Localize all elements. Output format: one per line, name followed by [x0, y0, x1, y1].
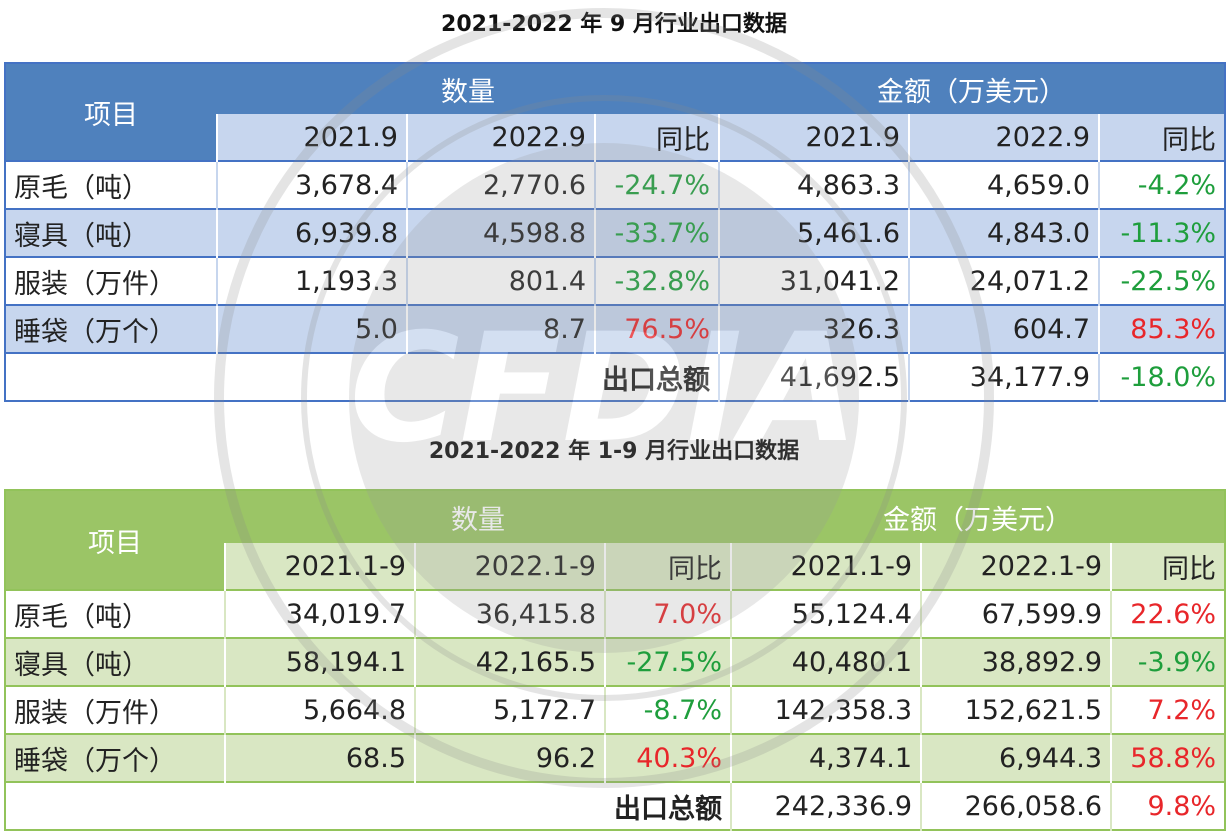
- subheader-amt-yoy: 同比: [1110, 543, 1226, 590]
- row-label: 原毛（吨）: [5, 589, 225, 638]
- cell-amt-2021: 40,480.1: [730, 637, 922, 686]
- total-label: 出口总额: [5, 781, 732, 830]
- subheader-qty-2021: 2021.1-9: [224, 543, 415, 590]
- cell-qty-2021: 34,019.7: [224, 589, 415, 638]
- cell-amt-yoy: 58.8%: [1110, 733, 1226, 782]
- cell-amt-2022: 24,071.2: [908, 256, 1100, 305]
- item-header: 项目: [5, 63, 217, 161]
- cell-qty-yoy: -27.5%: [603, 637, 732, 686]
- subheader-amt-yoy: 同比: [1098, 114, 1226, 161]
- row-label: 服装（万件）: [5, 685, 225, 734]
- cell-amt-2022: 6,944.3: [920, 733, 1112, 782]
- total-amt-yoy: -18.0%: [1098, 352, 1226, 401]
- cell-qty-2021: 58,194.1: [224, 637, 415, 686]
- row-label: 睡袋（万个）: [5, 733, 225, 782]
- table-row: 原毛（吨） 3,678.4 2,770.6 -24.7% 4,863.3 4,6…: [5, 160, 1226, 209]
- cell-amt-2021: 5,461.6: [718, 208, 910, 257]
- cell-qty-2022: 36,415.8: [414, 589, 605, 638]
- table-row: 睡袋（万个） 68.5 96.2 40.3% 4,374.1 6,944.3 5…: [5, 733, 1226, 782]
- row-label: 原毛（吨）: [5, 160, 217, 209]
- cell-qty-2021: 3,678.4: [216, 160, 407, 209]
- table-row: 服装（万件） 5,664.8 5,172.7 -8.7% 142,358.3 1…: [5, 685, 1226, 734]
- subheader-amt-2022: 2022.1-9: [920, 543, 1112, 590]
- quantity-header: 数量: [217, 63, 720, 114]
- ytd-export-table: 项目 数量 金额（万美元） 2021.1-9 2022.1-9 同比 2021.…: [4, 489, 1227, 831]
- subheader-qty-2022: 2022.1-9: [414, 543, 605, 590]
- cell-qty-yoy: -32.8%: [593, 256, 720, 305]
- cell-amt-yoy: -11.3%: [1098, 208, 1226, 257]
- item-header: 项目: [5, 490, 225, 590]
- cell-amt-2021: 55,124.4: [730, 589, 922, 638]
- cell-qty-2022: 4,598.8: [406, 208, 595, 257]
- quantity-header: 数量: [225, 490, 732, 543]
- cell-qty-2022: 801.4: [406, 256, 595, 305]
- row-label: 服装（万件）: [5, 256, 217, 305]
- table-row: 服装（万件） 1,193.3 801.4 -32.8% 31,041.2 24,…: [5, 256, 1226, 305]
- cell-amt-yoy: 22.6%: [1110, 589, 1226, 638]
- subheader-amt-2022: 2022.9: [908, 114, 1100, 161]
- cell-qty-2022: 5,172.7: [414, 685, 605, 734]
- total-amt-2021: 41,692.5: [718, 352, 910, 401]
- cell-amt-2022: 4,843.0: [908, 208, 1100, 257]
- cell-qty-2022: 8.7: [406, 304, 595, 353]
- subheader-qty-yoy: 同比: [593, 114, 720, 161]
- table-row: 睡袋（万个） 5.0 8.7 76.5% 326.3 604.7 85.3%: [5, 304, 1226, 353]
- row-label: 寝具（吨）: [5, 208, 217, 257]
- cell-amt-2021: 4,863.3: [718, 160, 910, 209]
- cell-amt-2021: 326.3: [718, 304, 910, 353]
- cell-qty-2021: 5.0: [216, 304, 407, 353]
- table2-title: 2021-2022 年 1-9 月行业出口数据: [428, 439, 800, 464]
- cell-qty-yoy: -24.7%: [593, 160, 720, 209]
- total-row: 出口总额 41,692.5 34,177.9 -18.0%: [5, 352, 1226, 401]
- total-label: 出口总额: [5, 352, 720, 401]
- subheader-qty-2021: 2021.9: [216, 114, 407, 161]
- cell-qty-2022: 42,165.5: [414, 637, 605, 686]
- cell-amt-2022: 604.7: [908, 304, 1100, 353]
- cell-qty-2021: 5,664.8: [224, 685, 415, 734]
- cell-amt-2021: 4,374.1: [730, 733, 922, 782]
- total-amt-yoy: 9.8%: [1110, 781, 1226, 830]
- cell-qty-yoy: 7.0%: [603, 589, 732, 638]
- cell-amt-2021: 142,358.3: [730, 685, 922, 734]
- total-amt-2021: 242,336.9: [730, 781, 922, 830]
- cell-amt-yoy: -3.9%: [1110, 637, 1226, 686]
- cell-qty-yoy: 76.5%: [593, 304, 720, 353]
- row-label: 睡袋（万个）: [5, 304, 217, 353]
- cell-qty-2021: 68.5: [224, 733, 415, 782]
- cell-qty-2021: 6,939.8: [216, 208, 407, 257]
- cell-amt-2022: 152,621.5: [920, 685, 1112, 734]
- cell-qty-2022: 96.2: [414, 733, 605, 782]
- total-amt-2022: 34,177.9: [908, 352, 1100, 401]
- cell-amt-2022: 67,599.9: [920, 589, 1112, 638]
- amount-header: 金额（万美元）: [731, 490, 1226, 543]
- table1-title: 2021-2022 年 9 月行业出口数据: [441, 12, 787, 37]
- cell-amt-yoy: -22.5%: [1098, 256, 1226, 305]
- subheader-amt-2021: 2021.1-9: [730, 543, 922, 590]
- cell-amt-2021: 31,041.2: [718, 256, 910, 305]
- cell-qty-2022: 2,770.6: [406, 160, 595, 209]
- cell-qty-2021: 1,193.3: [216, 256, 407, 305]
- subheader-amt-2021: 2021.9: [718, 114, 910, 161]
- amount-header: 金额（万美元）: [719, 63, 1226, 114]
- total-row: 出口总额 242,336.9 266,058.6 9.8%: [5, 781, 1226, 830]
- total-amt-2022: 266,058.6: [920, 781, 1112, 830]
- cell-qty-yoy: -33.7%: [593, 208, 720, 257]
- monthly-export-table: 项目 数量 金额（万美元） 2021.9 2022.9 同比 2021.9 20…: [4, 62, 1227, 402]
- cell-amt-yoy: 7.2%: [1110, 685, 1226, 734]
- row-label: 寝具（吨）: [5, 637, 225, 686]
- cell-amt-yoy: 85.3%: [1098, 304, 1226, 353]
- cell-amt-2022: 38,892.9: [920, 637, 1112, 686]
- table-row: 寝具（吨） 58,194.1 42,165.5 -27.5% 40,480.1 …: [5, 637, 1226, 686]
- subheader-qty-2022: 2022.9: [406, 114, 595, 161]
- cell-amt-yoy: -4.2%: [1098, 160, 1226, 209]
- table-row: 寝具（吨） 6,939.8 4,598.8 -33.7% 5,461.6 4,8…: [5, 208, 1226, 257]
- cell-amt-2022: 4,659.0: [908, 160, 1100, 209]
- subheader-qty-yoy: 同比: [603, 543, 732, 590]
- table-row: 原毛（吨） 34,019.7 36,415.8 7.0% 55,124.4 67…: [5, 589, 1226, 638]
- cell-qty-yoy: 40.3%: [603, 733, 732, 782]
- cell-qty-yoy: -8.7%: [603, 685, 732, 734]
